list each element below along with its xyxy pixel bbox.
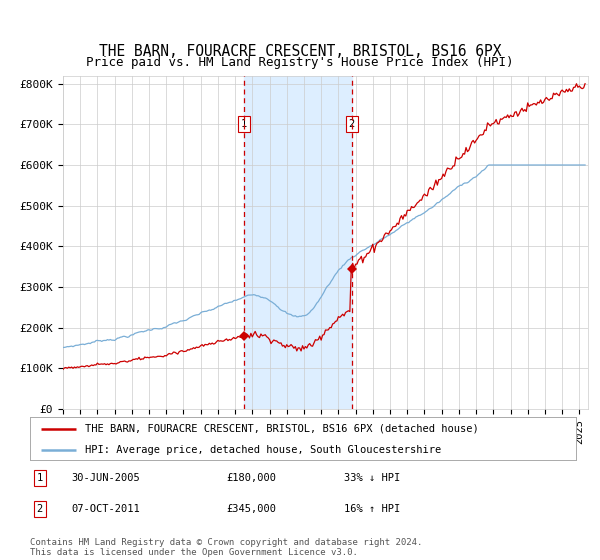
Text: Price paid vs. HM Land Registry's House Price Index (HPI): Price paid vs. HM Land Registry's House … [86,57,514,69]
Text: 1: 1 [37,473,43,483]
Text: £345,000: £345,000 [227,503,277,514]
Text: 33% ↓ HPI: 33% ↓ HPI [344,473,400,483]
Text: THE BARN, FOURACRE CRESCENT, BRISTOL, BS16 6PX (detached house): THE BARN, FOURACRE CRESCENT, BRISTOL, BS… [85,424,478,434]
Text: Contains HM Land Registry data © Crown copyright and database right 2024.
This d: Contains HM Land Registry data © Crown c… [30,538,422,557]
Text: 2: 2 [37,503,43,514]
Text: £180,000: £180,000 [227,473,277,483]
Text: 1: 1 [241,119,247,129]
Text: 2: 2 [349,119,355,129]
Bar [244,76,352,409]
Text: 30-JUN-2005: 30-JUN-2005 [71,473,140,483]
Text: 16% ↑ HPI: 16% ↑ HPI [344,503,400,514]
Text: HPI: Average price, detached house, South Gloucestershire: HPI: Average price, detached house, Sout… [85,445,441,455]
Text: THE BARN, FOURACRE CRESCENT, BRISTOL, BS16 6PX: THE BARN, FOURACRE CRESCENT, BRISTOL, BS… [99,44,501,59]
Text: 07-OCT-2011: 07-OCT-2011 [71,503,140,514]
